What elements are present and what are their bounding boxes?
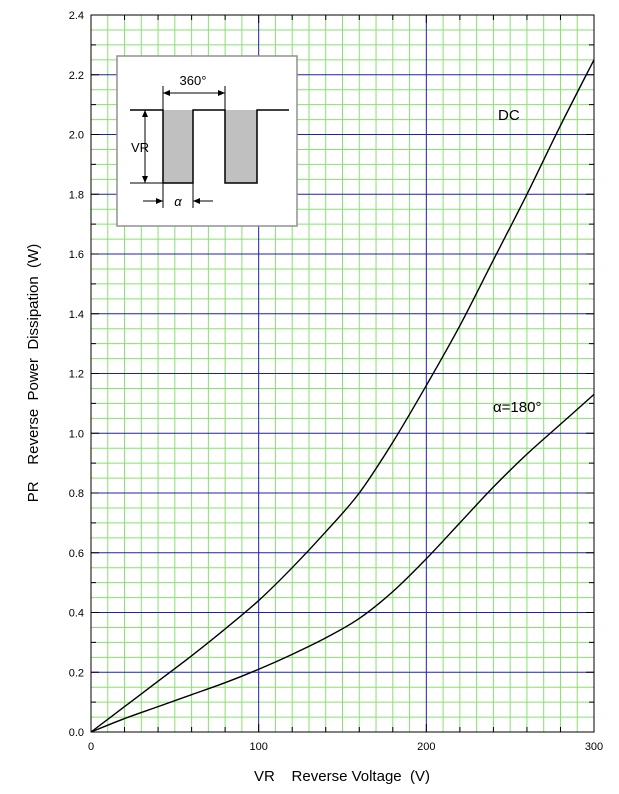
x-tick-label: 0 [88,741,94,753]
y-axis-title: PR Reverse Power Dissipation (W) [25,244,42,502]
waveform-line [130,109,289,184]
y-tick-label: 0.6 [69,548,84,560]
alpha-arrow-left-head [156,198,163,204]
x-axis-title: VR Reverse Voltage (V) [254,768,430,785]
y-tick-label: 0.2 [69,667,84,679]
pulse-fill-1 [163,110,193,183]
y-tick-label: 1.8 [69,189,84,201]
y-tick-label: 1.4 [69,309,84,321]
waveform-inset: 360° VR α [116,55,298,227]
y-tick-label: 0.8 [69,488,84,500]
y-tick-label: 1.6 [69,249,84,261]
y-tick-label: 2.0 [69,130,84,142]
period-label: 360° [180,73,207,88]
y-tick-label: 2.2 [69,70,84,82]
x-tick-label: 200 [417,741,435,753]
x-tick-label: 300 [585,741,603,753]
x-tick-label: 100 [249,741,267,753]
curve-label-dc: DC [498,107,520,124]
alpha-arrow-right-head [193,198,200,204]
curve-alpha-180 [90,393,595,733]
alpha-label: α [174,194,182,209]
x-tick-labels: 0 100 200 300 [88,741,603,753]
pulse-fill-2 [225,110,257,183]
vr-arrow-top [142,110,148,117]
y-tick-label: 1.0 [69,428,84,440]
period-arrow-right [218,90,225,96]
y-tick-label: 1.2 [69,369,84,381]
y-tick-label: 2.4 [69,10,84,22]
y-tick-label: 0.4 [69,608,84,620]
curve-dc [90,59,595,733]
curves [90,59,595,733]
y-tick-label: 0.0 [69,727,84,739]
period-arrow-left [163,90,170,96]
vr-arrow-bottom [142,176,148,183]
curve-label-alpha-180: α=180° [493,399,541,416]
vr-label: VR [131,140,149,155]
axis-ticks [90,14,595,733]
y-tick-labels: 0.0 0.2 0.4 0.6 0.8 1.0 1.2 1.4 1.6 1.8 2.0 2.2 2.4 [69,10,84,739]
inset-box [116,55,298,227]
